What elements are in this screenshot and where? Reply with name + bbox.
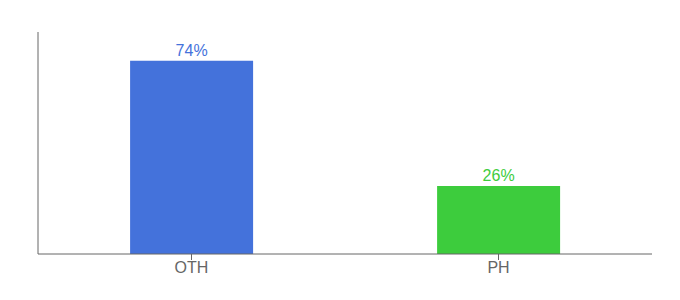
svg-text:OTH: OTH	[175, 259, 209, 276]
svg-text:26%: 26%	[483, 167, 515, 184]
svg-text:PH: PH	[487, 259, 509, 276]
svg-text:74%: 74%	[176, 42, 208, 59]
